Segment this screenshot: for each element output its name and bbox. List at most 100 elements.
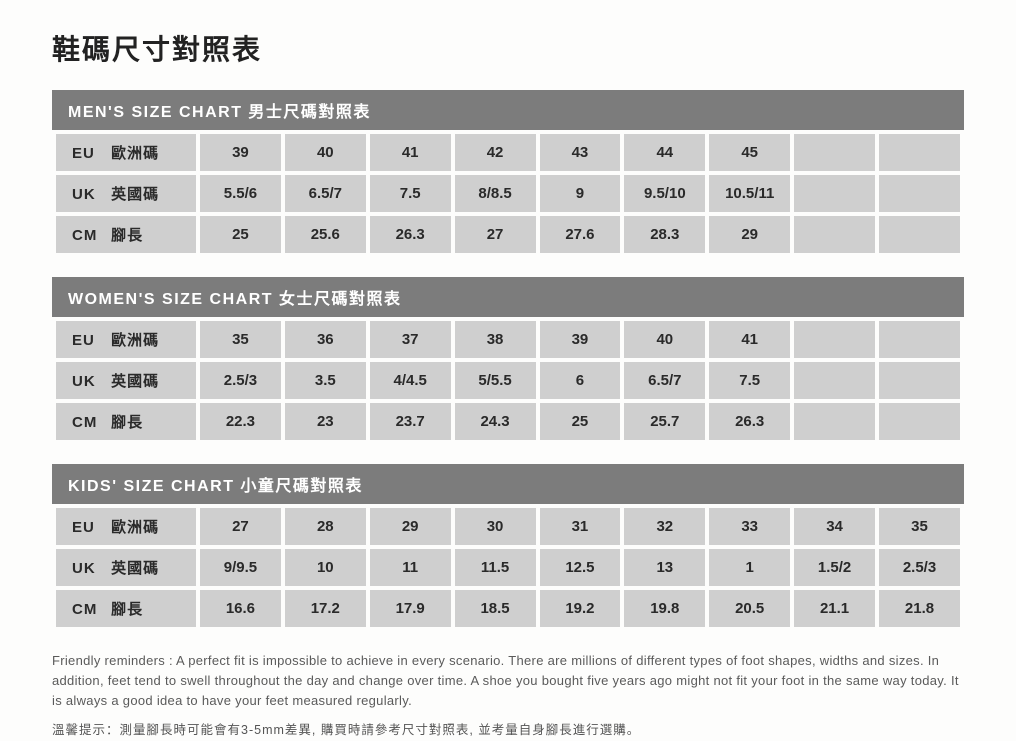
chart-header: WOMEN'S SIZE CHART 女士尺碼對照表 [52, 277, 964, 317]
size-chart: WOMEN'S SIZE CHART 女士尺碼對照表EU 歐洲碼35363738… [52, 277, 964, 444]
cell-eu [879, 321, 960, 358]
cell-cm: 24.3 [455, 403, 536, 440]
cell-cm: 23.7 [370, 403, 451, 440]
cell-cm: 27 [455, 216, 536, 253]
cell-eu: 36 [285, 321, 366, 358]
cell-uk: 8/8.5 [455, 175, 536, 212]
cell-cm: 18.5 [455, 590, 536, 627]
size-table: EU 歐洲碼35363738394041 UK 英國碼2.5/33.54/4.55… [52, 317, 964, 444]
table-row: CM 腳長22.32323.724.32525.726.3 [56, 403, 960, 440]
cell-uk: 12.5 [540, 549, 621, 586]
rowhead-cm: CM 腳長 [56, 403, 196, 440]
cell-cm: 25 [200, 216, 281, 253]
cell-uk: 6.5/7 [624, 362, 705, 399]
rowhead-eu: EU 歐洲碼 [56, 134, 196, 171]
cell-eu: 39 [540, 321, 621, 358]
rowhead-uk: UK 英國碼 [56, 175, 196, 212]
cell-cm: 19.2 [540, 590, 621, 627]
cell-eu [879, 134, 960, 171]
cell-cm: 21.8 [879, 590, 960, 627]
cell-uk: 9.5/10 [624, 175, 705, 212]
cell-cm: 21.1 [794, 590, 875, 627]
cell-eu: 41 [370, 134, 451, 171]
table-row: UK 英國碼9/9.5101111.512.51311.5/22.5/3 [56, 549, 960, 586]
cell-cm: 19.8 [624, 590, 705, 627]
rowhead-eu: EU 歐洲碼 [56, 508, 196, 545]
cell-cm [794, 403, 875, 440]
cell-uk [879, 175, 960, 212]
cell-uk: 7.5 [370, 175, 451, 212]
size-table: EU 歐洲碼272829303132333435UK 英國碼9/9.510111… [52, 504, 964, 631]
cell-cm: 17.2 [285, 590, 366, 627]
cell-uk: 6.5/7 [285, 175, 366, 212]
cell-uk [879, 362, 960, 399]
size-chart: MEN'S SIZE CHART 男士尺碼對照表EU 歐洲碼3940414243… [52, 90, 964, 257]
cell-cm: 20.5 [709, 590, 790, 627]
cell-eu [794, 134, 875, 171]
footer-notes: Friendly reminders : A perfect fit is im… [52, 651, 964, 741]
page-title: 鞋碼尺寸對照表 [52, 28, 964, 68]
table-row: EU 歐洲碼35363738394041 [56, 321, 960, 358]
cell-eu: 40 [285, 134, 366, 171]
cell-cm: 25.7 [624, 403, 705, 440]
cell-eu: 37 [370, 321, 451, 358]
cell-cm [794, 216, 875, 253]
cell-cm: 17.9 [370, 590, 451, 627]
cell-eu: 40 [624, 321, 705, 358]
cell-uk: 7.5 [709, 362, 790, 399]
size-chart: KIDS' SIZE CHART 小童尺碼對照表 EU 歐洲碼2728293031… [52, 464, 964, 631]
cell-eu: 28 [285, 508, 366, 545]
cell-cm: 27.6 [540, 216, 621, 253]
cell-cm [879, 216, 960, 253]
cell-eu: 38 [455, 321, 536, 358]
cell-eu: 43 [540, 134, 621, 171]
cell-cm: 28.3 [624, 216, 705, 253]
cell-cm: 26.3 [370, 216, 451, 253]
cell-eu: 34 [794, 508, 875, 545]
rowhead-cm: CM 腳長 [56, 216, 196, 253]
cell-eu: 41 [709, 321, 790, 358]
size-table: EU 歐洲碼39404142434445 UK 英國碼5.5/66.5/77.58… [52, 130, 964, 257]
cell-eu: 29 [370, 508, 451, 545]
table-row: CM 腳長2525.626.32727.628.329 [56, 216, 960, 253]
cell-uk: 5/5.5 [455, 362, 536, 399]
cell-uk: 10.5/11 [709, 175, 790, 212]
cell-cm: 22.3 [200, 403, 281, 440]
cell-eu: 27 [200, 508, 281, 545]
cell-uk: 2.5/3 [879, 549, 960, 586]
cell-uk: 1.5/2 [794, 549, 875, 586]
cell-eu: 35 [879, 508, 960, 545]
cell-eu: 32 [624, 508, 705, 545]
rowhead-uk: UK 英國碼 [56, 549, 196, 586]
cell-cm [879, 403, 960, 440]
cell-uk: 13 [624, 549, 705, 586]
cell-uk: 11 [370, 549, 451, 586]
cell-cm: 25.6 [285, 216, 366, 253]
cell-cm: 26.3 [709, 403, 790, 440]
cell-uk: 2.5/3 [200, 362, 281, 399]
note-zh: 溫馨提示：測量腳長時可能會有3-5mm差異, 購買時請參考尺寸對照表, 並考量自… [52, 721, 964, 740]
cell-uk: 10 [285, 549, 366, 586]
cell-uk: 6 [540, 362, 621, 399]
table-row: CM 腳長16.617.217.918.519.219.820.521.121.… [56, 590, 960, 627]
cell-cm: 25 [540, 403, 621, 440]
charts-container: MEN'S SIZE CHART 男士尺碼對照表EU 歐洲碼3940414243… [52, 90, 964, 631]
cell-uk: 11.5 [455, 549, 536, 586]
cell-uk: 9/9.5 [200, 549, 281, 586]
cell-cm: 29 [709, 216, 790, 253]
chart-header: KIDS' SIZE CHART 小童尺碼對照表 [52, 464, 964, 504]
cell-cm: 23 [285, 403, 366, 440]
cell-uk: 9 [540, 175, 621, 212]
cell-uk [794, 175, 875, 212]
cell-eu: 42 [455, 134, 536, 171]
table-row: EU 歐洲碼272829303132333435 [56, 508, 960, 545]
cell-eu: 33 [709, 508, 790, 545]
cell-uk: 5.5/6 [200, 175, 281, 212]
table-row: EU 歐洲碼39404142434445 [56, 134, 960, 171]
cell-eu: 35 [200, 321, 281, 358]
table-row: UK 英國碼2.5/33.54/4.55/5.566.5/77.5 [56, 362, 960, 399]
cell-uk: 4/4.5 [370, 362, 451, 399]
table-row: UK 英國碼5.5/66.5/77.58/8.599.5/1010.5/11 [56, 175, 960, 212]
note-en: Friendly reminders : A perfect fit is im… [52, 651, 964, 711]
rowhead-eu: EU 歐洲碼 [56, 321, 196, 358]
